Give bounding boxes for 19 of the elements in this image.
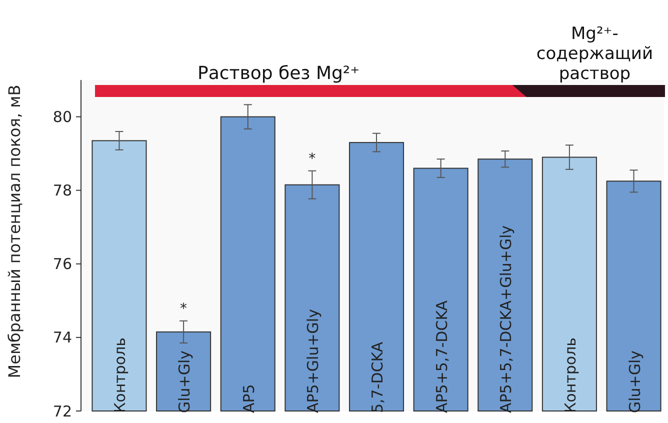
x-tick-label: AP5+5,7-DCKA [432,300,451,413]
y-tick-label: 76 [52,255,72,274]
y-axis-title: Мембранный потенциал покоя, мВ [5,84,24,378]
x-tick-label: Glu+Gly [176,350,194,413]
y-tick-label: 72 [52,402,72,420]
x-tick-label: Контроль [111,338,130,413]
annotation: Mg²⁺-содержащий раствор [536,24,654,84]
y-tick-label: 74 [52,328,72,347]
x-tick-label: 5,7-DCKA [368,341,386,413]
annotation: * [180,300,188,317]
y-tick-label: 80 [52,108,72,126]
annotation: Раствор без Mg²⁺ [197,63,360,84]
x-tick-label: AP5+Glu+Gly [304,308,322,413]
annotation: * [308,150,316,167]
x-tick-label: Контроль [561,338,580,413]
x-tick-label: AP5 [240,384,258,413]
x-tick-label: AP5+5,7-DCKA+Glu+Gly [497,225,516,413]
x-tick-label: Glu+Gly [626,350,644,413]
y-tick-label: 78 [52,182,72,200]
